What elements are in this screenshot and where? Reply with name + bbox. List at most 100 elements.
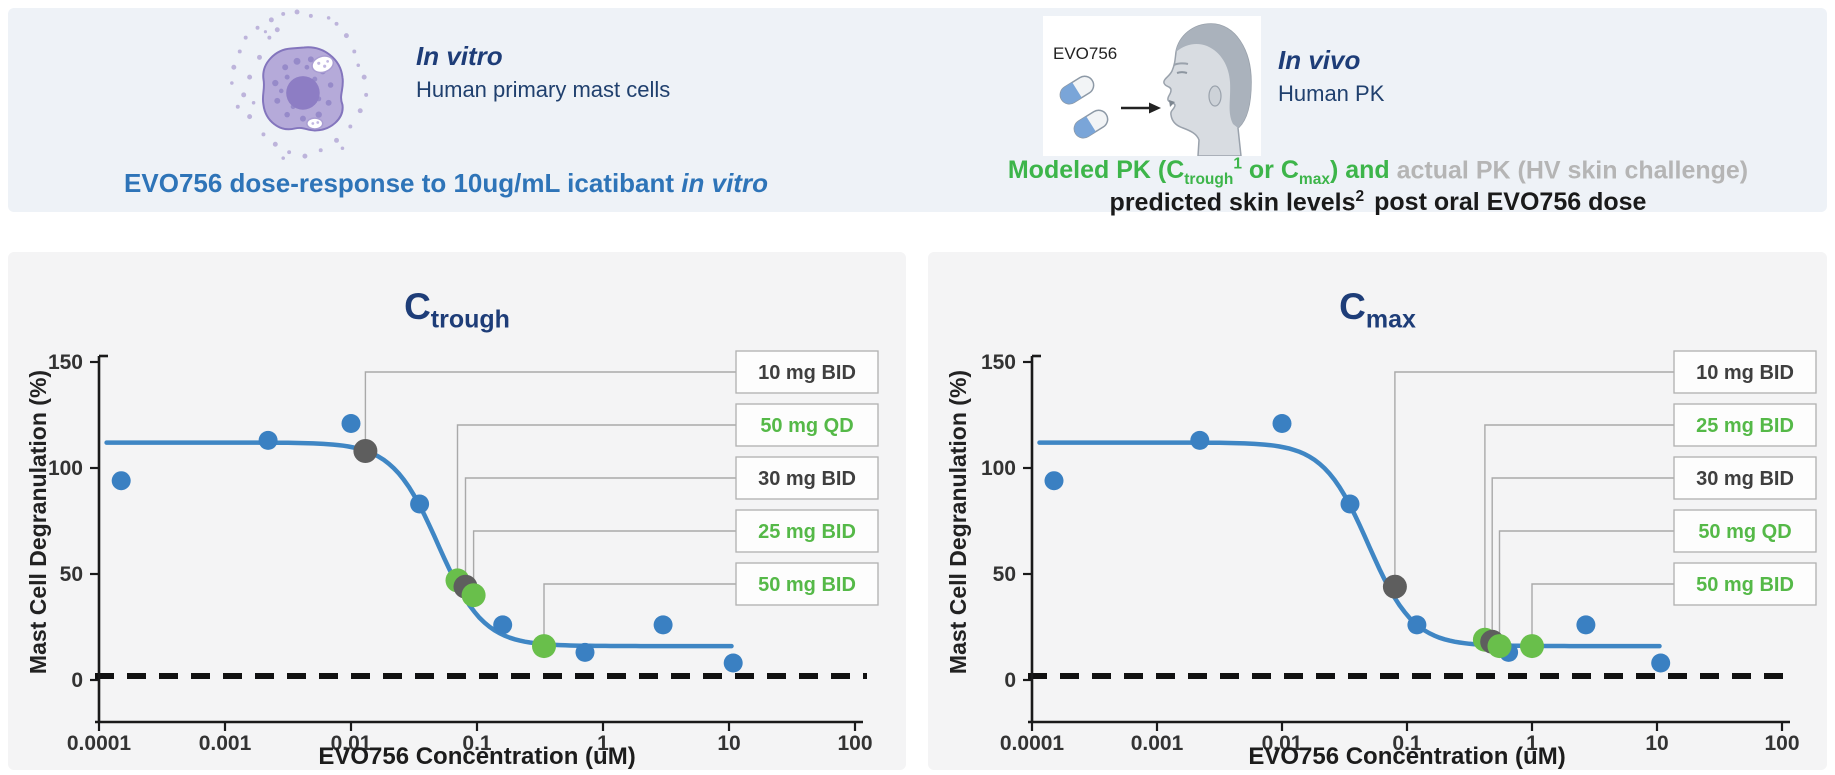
legend-label: 25 mg BID bbox=[1696, 415, 1794, 437]
legend-box bbox=[735, 350, 879, 394]
legend-box bbox=[735, 456, 879, 500]
callout-dot bbox=[461, 583, 486, 608]
callout-dot bbox=[1487, 634, 1512, 659]
data-point bbox=[258, 430, 278, 450]
legend-box bbox=[1673, 403, 1817, 447]
y-axis-label: Mast Cell Degranulation (%) bbox=[945, 370, 971, 674]
in-vivo-title: In vivo bbox=[1278, 45, 1361, 75]
right-caption-line1: Modeled PK (Ctrough1 or Cmax) and actual… bbox=[938, 156, 1818, 189]
data-point bbox=[1044, 471, 1064, 491]
y-tick-label: 150 bbox=[981, 351, 1016, 374]
oral-dose-illustration: EVO756 bbox=[1043, 16, 1261, 156]
connector-line bbox=[543, 583, 736, 647]
callout-dot bbox=[1382, 574, 1407, 599]
mast-cell-illustration bbox=[230, 9, 369, 160]
data-point bbox=[1340, 494, 1360, 514]
legend-label: 50 mg QD bbox=[760, 415, 853, 437]
y-axis-label: Mast Cell Degranulation (%) bbox=[25, 370, 51, 674]
data-point bbox=[723, 653, 743, 673]
x-tick-label: 0.1 bbox=[1392, 732, 1422, 755]
x-tick-label: 0.01 bbox=[1262, 732, 1303, 755]
in-vitro-subtitle: Human primary mast cells bbox=[416, 76, 671, 102]
y-tick-label: 50 bbox=[993, 563, 1016, 586]
connector-line bbox=[464, 477, 736, 587]
x-tick-label: 0.0001 bbox=[1000, 732, 1065, 755]
legend-label: 30 mg BID bbox=[758, 468, 856, 490]
in-vivo-block: In vivo Human PK bbox=[1278, 46, 1384, 107]
in-vitro-title: In vitro bbox=[416, 41, 503, 71]
ctrough-plot: 0.0001 0.001 0.01 0.1 1 10 100 0 50 100 150 10 mg B… bbox=[8, 252, 906, 770]
legend-box bbox=[1673, 509, 1817, 553]
legend-box bbox=[735, 403, 879, 447]
callout-dot bbox=[353, 439, 378, 463]
y-tick-label: 100 bbox=[981, 457, 1016, 480]
y-tick-label: 150 bbox=[48, 351, 83, 374]
y-tick-label: 0 bbox=[71, 669, 83, 692]
legend-label: 50 mg QD bbox=[1698, 521, 1791, 543]
connector-line bbox=[456, 424, 736, 581]
connector-line bbox=[472, 530, 736, 596]
legend-label: 30 mg BID bbox=[1696, 468, 1794, 490]
data-point bbox=[493, 615, 513, 635]
x-tick-label: 100 bbox=[837, 732, 872, 755]
x-tick-label: 1 bbox=[1526, 732, 1538, 755]
legend-box bbox=[1673, 562, 1817, 606]
in-vitro-block: In vitro Human primary mast cells bbox=[416, 42, 670, 103]
cmax-plot: 0.0001 0.001 0.01 0.1 1 10 100 0 50 100 150 10 mg B… bbox=[928, 252, 1827, 770]
callout-dot bbox=[1520, 634, 1544, 659]
cmax-title: Cmax bbox=[1339, 286, 1416, 334]
y-tick-label: 50 bbox=[60, 563, 83, 586]
connector-line bbox=[1491, 477, 1674, 642]
dose-response-curve bbox=[104, 440, 734, 649]
ctrough-title: Ctrough bbox=[404, 286, 510, 334]
pills-icon bbox=[1059, 75, 1109, 139]
x-tick-label: 0.001 bbox=[199, 732, 252, 755]
data-point bbox=[111, 471, 131, 491]
x-axis-label: EVO756 Concentration (uM) bbox=[1248, 743, 1565, 770]
x-tick-label: 10 bbox=[717, 732, 740, 755]
in-vivo-subtitle: Human PK bbox=[1278, 80, 1385, 106]
dose-response-curve bbox=[1037, 440, 1662, 649]
data-point bbox=[1651, 653, 1671, 673]
ctrough-panel: Ctrough 0.0001 0.001 0.01 0.1 1 10 100 0 50 100 15… bbox=[8, 252, 906, 770]
legend-box bbox=[1673, 350, 1817, 394]
right-caption-line2: predicted skin levels2 post oral EVO756 d… bbox=[1109, 188, 1647, 217]
x-tick-label: 1 bbox=[597, 732, 609, 755]
connector-line bbox=[1394, 371, 1674, 587]
connector-line bbox=[1531, 583, 1674, 647]
callout-dot bbox=[532, 634, 556, 659]
left-caption-main: EVO756 dose-response to 10ug/mL icatiban… bbox=[124, 168, 682, 198]
left-caption: EVO756 dose-response to 10ug/mL icatiban… bbox=[26, 168, 866, 199]
legend-label: 10 mg BID bbox=[758, 362, 856, 384]
legend-box bbox=[735, 562, 879, 606]
left-caption-italic: in vitro bbox=[681, 168, 768, 198]
Ctrough-chart-canvas: 0.0001 0.001 0.01 0.1 1 10 100 0 50 100 150 10 mg B… bbox=[25, 350, 879, 770]
cmax-panel: Cmax 0.0001 0.001 0.01 0.1 1 10 100 0 50 100 150 10… bbox=[928, 252, 1827, 770]
data-point bbox=[575, 642, 595, 662]
data-point bbox=[1272, 414, 1292, 433]
x-tick-label: 0.0001 bbox=[67, 732, 132, 755]
x-tick-label: 10 bbox=[1645, 732, 1668, 755]
data-point bbox=[653, 615, 673, 635]
mast-cell-icon bbox=[220, 8, 378, 166]
legend-box bbox=[1673, 456, 1817, 500]
legend-label: 50 mg BID bbox=[758, 574, 856, 596]
actual-pk-text: actual PK (HV skin challenge) bbox=[1396, 156, 1749, 185]
legend-label: 10 mg BID bbox=[1696, 362, 1794, 384]
modeled-pk-text: Modeled PK (Ctrough1 or Cmax) and bbox=[1007, 156, 1397, 189]
y-tick-label: 0 bbox=[1004, 669, 1016, 692]
data-point bbox=[410, 494, 430, 514]
legend-label: 25 mg BID bbox=[758, 521, 856, 543]
connector-line bbox=[1498, 530, 1674, 647]
data-point bbox=[1190, 430, 1210, 450]
x-tick-label: 0.1 bbox=[462, 732, 492, 755]
x-tick-label: 0.001 bbox=[1131, 732, 1184, 755]
y-tick-label: 100 bbox=[48, 457, 83, 480]
data-point bbox=[1576, 615, 1596, 635]
Cmax-chart-canvas: 0.0001 0.001 0.01 0.1 1 10 100 0 50 100 150 10 mg B… bbox=[945, 350, 1817, 770]
arrow-icon bbox=[1121, 102, 1161, 114]
data-point bbox=[341, 414, 361, 433]
x-tick-label: 0.01 bbox=[331, 732, 372, 755]
human-head-icon bbox=[1163, 23, 1252, 156]
